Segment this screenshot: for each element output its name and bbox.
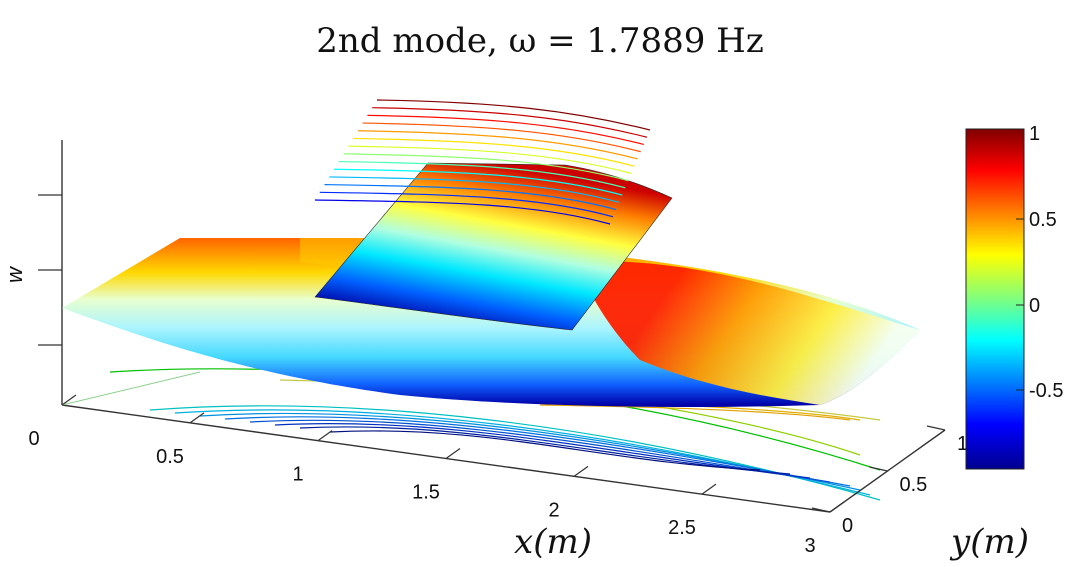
- contour-line: [362, 122, 641, 153]
- x-tick-mark: [317, 430, 333, 442]
- contour-line: [174, 409, 871, 496]
- top-contours: [314, 99, 651, 225]
- colorbar-tick-label: -0.5: [1029, 380, 1063, 402]
- colorbar: 1 0.5 0 -0.5: [965, 123, 1063, 470]
- contour-line: [249, 419, 831, 483]
- y-ticks: 00.51: [811, 425, 968, 537]
- x-tick-label: 2: [548, 499, 559, 521]
- contour-line: [372, 107, 648, 138]
- contour-line: [539, 404, 851, 421]
- contour-line: [376, 99, 651, 131]
- x-tick-label: 0.5: [156, 446, 184, 468]
- colorbar-tick-label: 1: [1029, 123, 1040, 145]
- contour-line: [357, 130, 638, 160]
- y-tick-label: 0: [842, 515, 853, 537]
- contour-line: [149, 405, 881, 501]
- chart-title: 2nd mode, ω = 1.7889 Hz: [316, 21, 763, 61]
- y-tick-label: 1: [957, 433, 968, 455]
- contour-line: [334, 168, 623, 196]
- y-axis-label: y(m): [949, 522, 1029, 562]
- inner-plate-surface: [314, 162, 673, 331]
- contour-line: [343, 153, 629, 182]
- contour-line: [338, 160, 626, 189]
- contour-line: [274, 423, 811, 479]
- inner-plate-face: [314, 162, 673, 331]
- x-tick-mark: [573, 465, 589, 477]
- contour-line: [324, 184, 617, 211]
- x-tick-mark: [189, 412, 205, 424]
- x-tick-label: 1.5: [412, 482, 440, 504]
- x-tick-label: 0: [28, 428, 39, 450]
- contour-line: [329, 430, 761, 471]
- x-axis-label: x(m): [514, 522, 592, 562]
- contour-line: [329, 176, 620, 203]
- contour-line: [348, 145, 632, 174]
- x-tick-label: 1: [292, 464, 303, 486]
- y-tick-mark: [811, 507, 831, 513]
- contour-line: [319, 191, 614, 218]
- contour-line: [367, 114, 644, 146]
- z-axis: w: [2, 140, 63, 405]
- x-tick-label: 2.5: [668, 517, 696, 539]
- colorbar-tick-label: 0: [1029, 295, 1040, 317]
- x-tick-mark: [445, 448, 461, 459]
- y-tick-mark: [926, 425, 946, 431]
- z-axis-label: w: [2, 265, 27, 283]
- y-axis: 00.51 y(m): [811, 425, 1029, 562]
- colorbar-gradient: [965, 128, 1025, 470]
- main-plate-hot-lobe: [575, 261, 920, 405]
- colorbar-tick-label: 0.5: [1029, 209, 1057, 231]
- x-axis: 0 0.5 1 1.5 2 2.5 3 x(m): [28, 371, 845, 562]
- contour-line: [224, 416, 851, 487]
- y-tick-mark: [869, 466, 888, 472]
- x-tick-mark: [701, 483, 717, 495]
- x-ticks: 0 0.5 1 1.5 2 2.5 3: [28, 394, 845, 557]
- contour-line: [314, 199, 611, 225]
- x-tick-mark: [61, 394, 77, 406]
- y-tick-label: 0.5: [900, 474, 928, 496]
- x-tick-label: 3: [804, 535, 815, 557]
- contour-line: [353, 137, 635, 167]
